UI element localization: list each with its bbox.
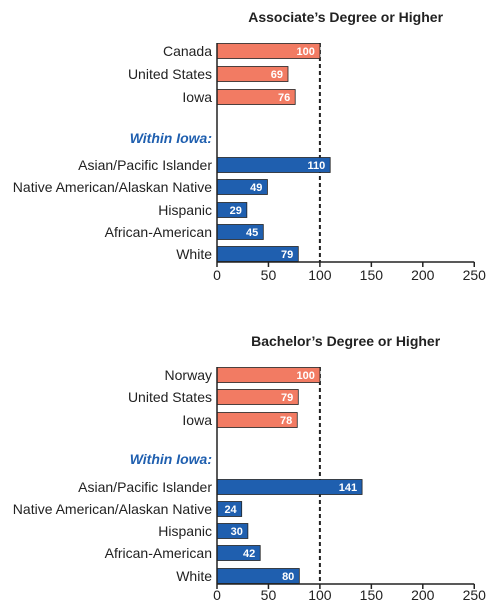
data-label: 110 [307,160,325,172]
category-label: Native American/Alaskan Native [13,501,212,517]
category-label: White [176,246,212,262]
x-tick-label: 50 [261,267,277,283]
data-label: 80 [282,571,294,583]
category-label: Canada [163,43,212,59]
category-label: White [176,568,212,584]
data-label: 45 [246,227,258,239]
data-label: 30 [231,526,243,538]
category-label: United States [128,389,212,405]
group-label: Within Iowa: [130,130,212,146]
x-tick-label: 200 [411,587,435,603]
data-label: 76 [278,92,290,104]
data-label: 141 [339,482,357,494]
data-label: 100 [297,370,315,382]
category-label: Asian/Pacific Islander [78,479,212,495]
x-tick-label: 50 [261,587,277,603]
chart-panel-2: Bachelor’s Degree or Higher Norway 100 Unit… [13,333,486,603]
data-label: 79 [281,249,293,261]
x-tick-label: 250 [463,587,487,603]
x-tick-label: 0 [213,587,221,603]
category-label: African-American [105,224,212,240]
x-tick-label: 250 [463,267,487,283]
category-label: Hispanic [158,523,212,539]
x-tick-label: 0 [213,267,221,283]
data-label: 78 [280,415,292,427]
group-label: Within Iowa: [130,451,212,467]
category-label: Native American/Alaskan Native [13,179,212,195]
x-tick-label: 150 [360,267,384,283]
x-tick-label: 100 [308,267,332,283]
data-label: 49 [250,182,262,194]
x-tick-label: 100 [308,587,332,603]
category-label: African-American [105,545,212,561]
x-tick-label: 200 [411,267,435,283]
category-label: Norway [165,367,212,383]
data-label: 69 [271,69,283,81]
data-label: 24 [224,504,237,516]
category-label: Iowa [182,89,212,105]
chart-title: Associate’s Degree or Higher [248,9,443,25]
data-label: 100 [297,46,315,58]
data-label: 79 [281,392,293,404]
data-label: 29 [230,205,242,217]
x-tick-label: 150 [360,587,384,603]
chart-title: Bachelor’s Degree or Higher [251,333,441,349]
category-label: United States [128,66,212,82]
category-label: Hispanic [158,202,212,218]
data-label: 42 [243,548,255,560]
category-label: Asian/Pacific Islander [78,157,212,173]
chart-panel-1: Associate’s Degree or Higher Canada 100 Uni… [13,9,486,283]
category-label: Iowa [182,412,212,428]
